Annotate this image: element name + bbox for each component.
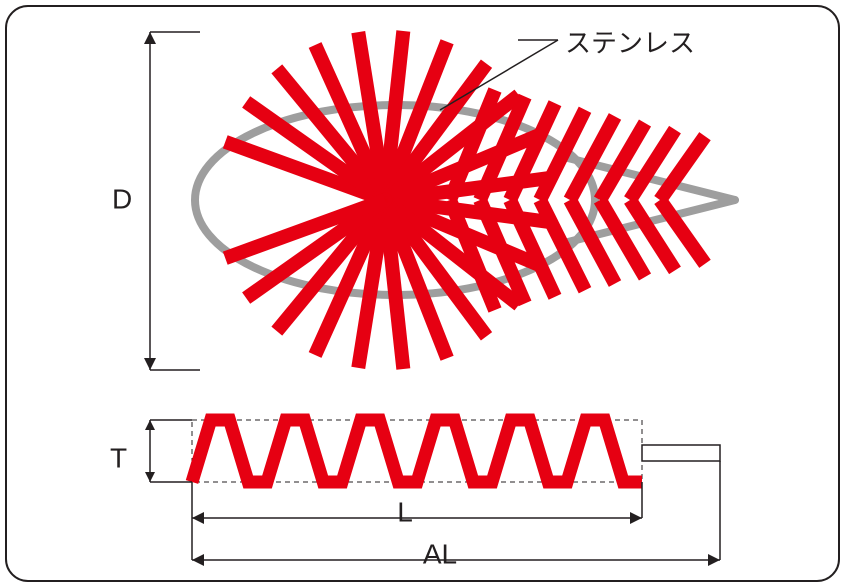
svg-text:L: L	[397, 496, 413, 527]
svg-text:T: T	[110, 442, 127, 473]
diagram-svg: D ステンレス T L AL	[0, 0, 845, 587]
svg-text:AL: AL	[423, 538, 457, 569]
svg-text:D: D	[112, 183, 132, 214]
diagram-frame: D ステンレス T L AL	[0, 0, 845, 587]
rod	[642, 445, 720, 461]
svg-text:ステンレス: ステンレス	[565, 28, 695, 58]
